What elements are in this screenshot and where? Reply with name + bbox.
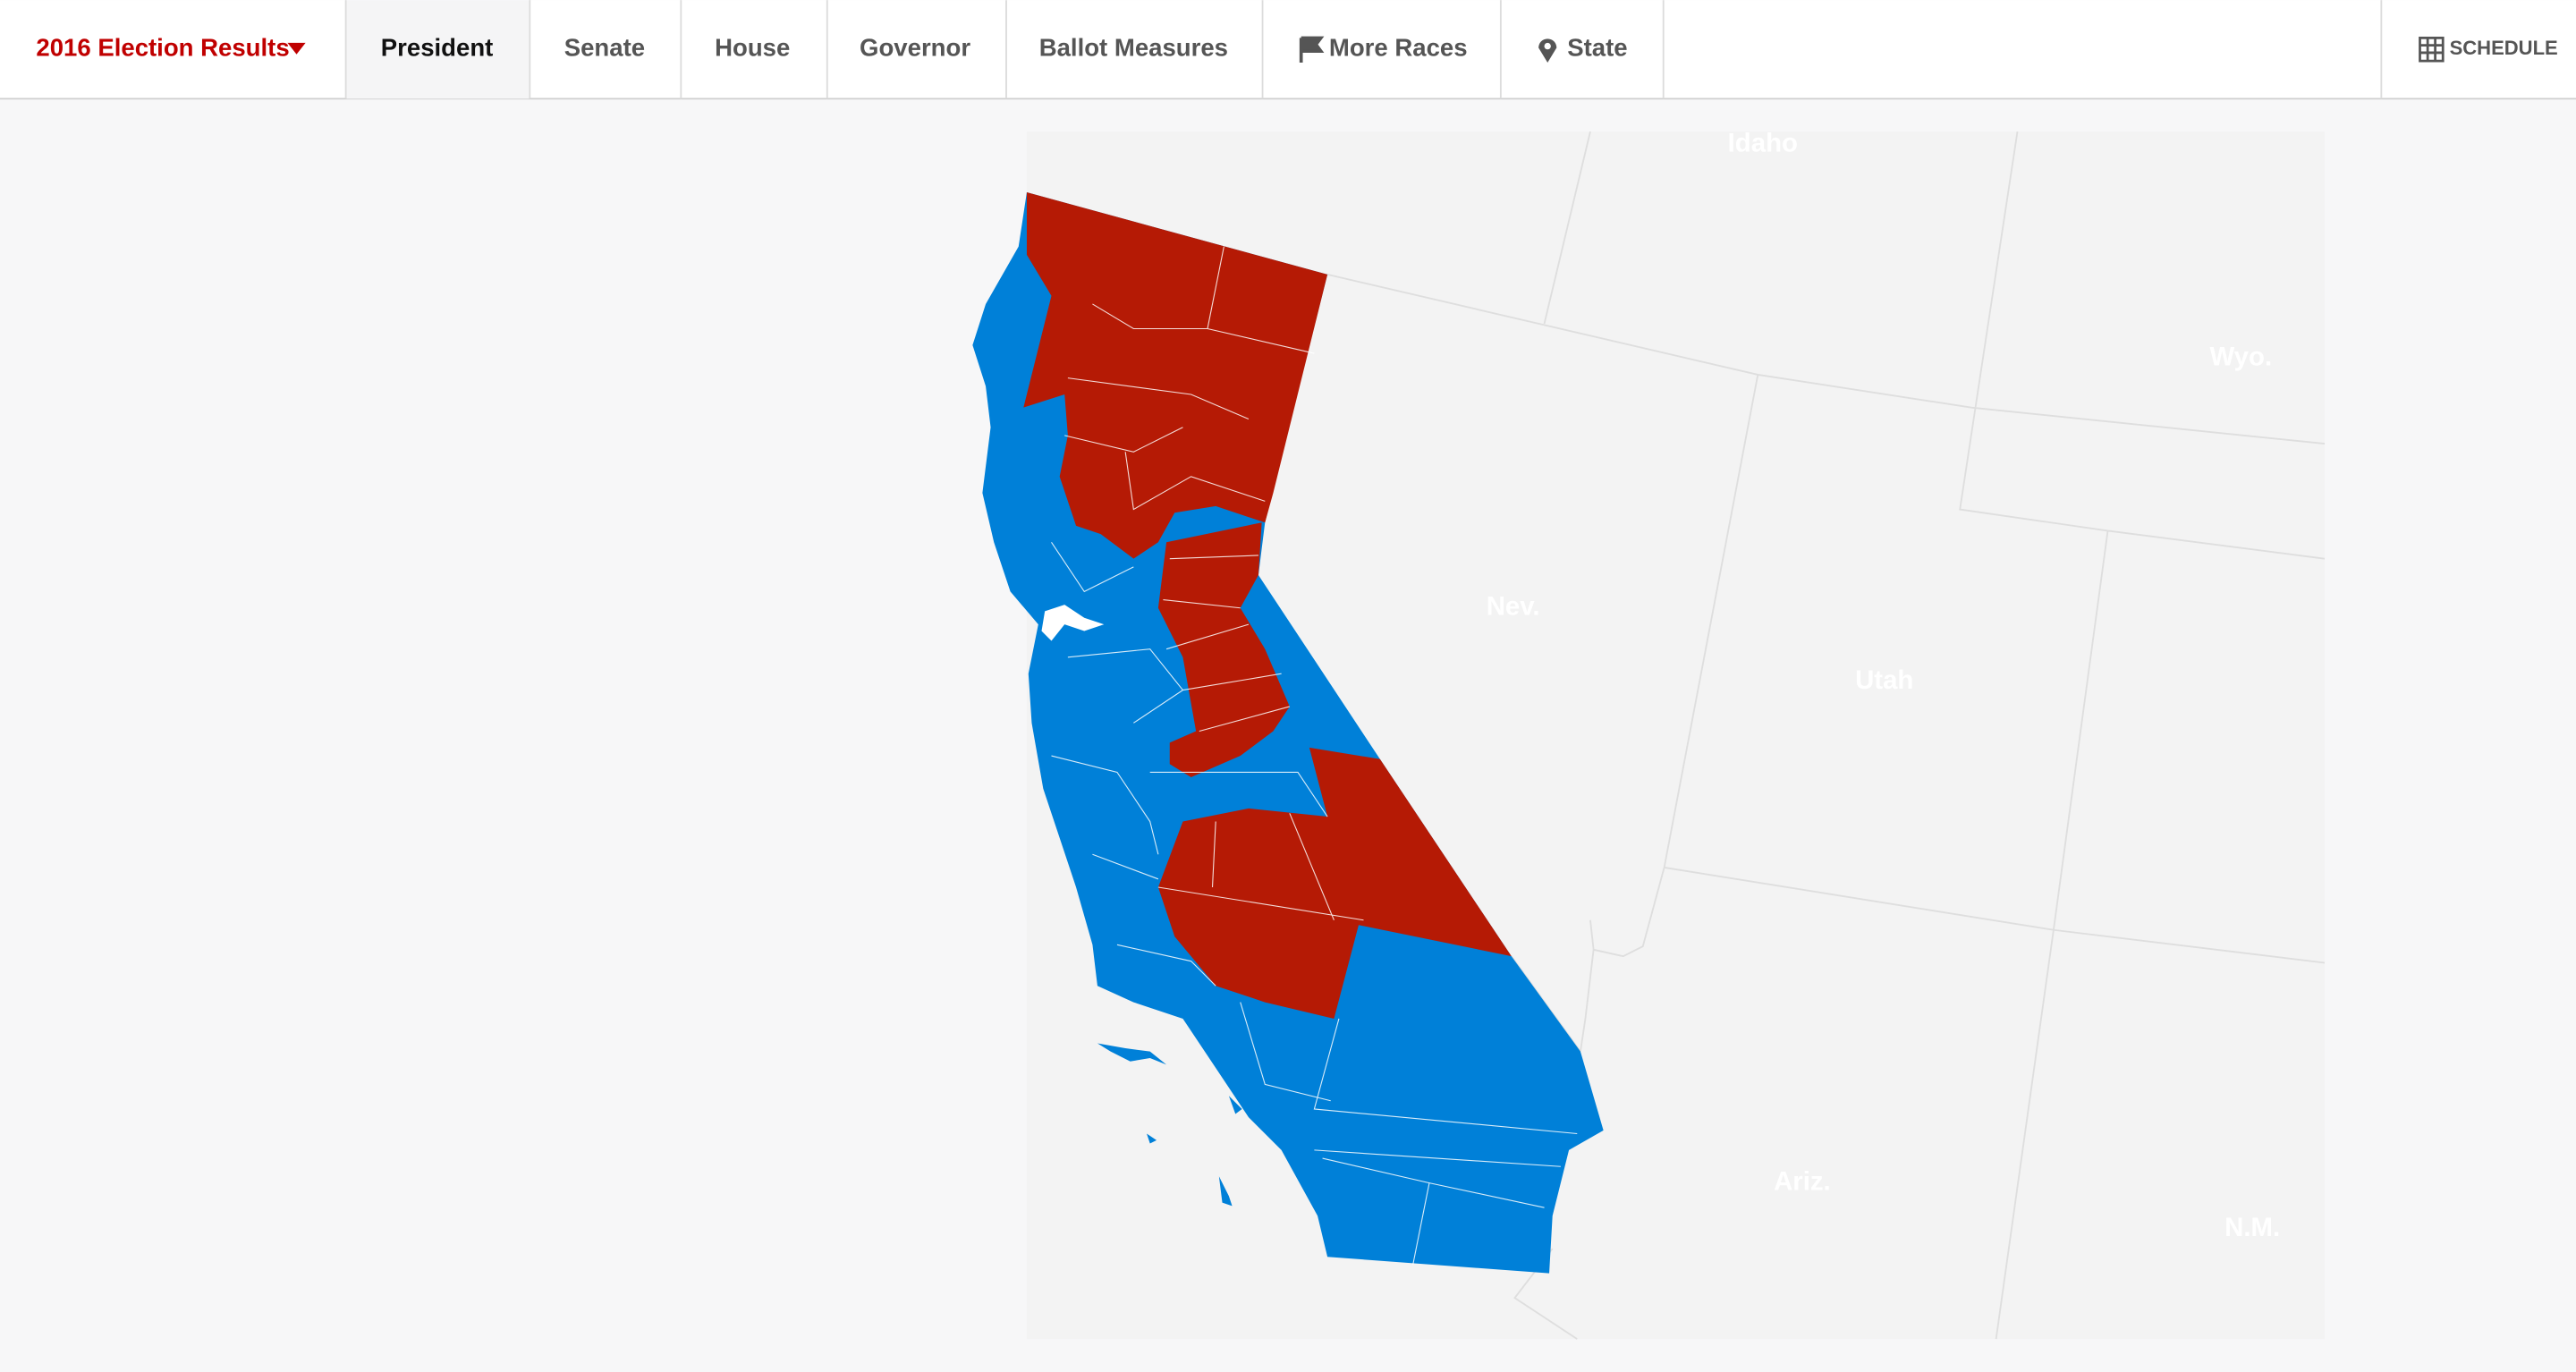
dropdown-caret[interactable] — [287, 42, 306, 55]
results-dropdown[interactable]: 2016 Election Results — [36, 34, 306, 62]
region-red — [1023, 192, 1328, 559]
tab[interactable]: President — [381, 34, 494, 62]
schedule-label[interactable]: SCHEDULE — [2450, 37, 2558, 59]
state-label: Idaho — [1728, 129, 1798, 158]
state-label: Wyo. — [2209, 342, 2272, 371]
state-label: Utah — [1855, 665, 1913, 695]
pin-icon — [1538, 38, 1557, 63]
flag-icon — [1299, 36, 1325, 63]
calendar-icon — [2419, 37, 2445, 63]
nav-bar: 2016 Election Results President Senate H… — [0, 0, 2576, 100]
california — [972, 192, 1604, 1274]
region-red — [1157, 522, 1290, 777]
tab[interactable]: Governor — [860, 34, 970, 62]
county-lines — [1051, 246, 1578, 1266]
tab[interactable]: House — [715, 34, 790, 62]
tab[interactable]: Senate — [564, 34, 645, 62]
results-title[interactable]: 2016 Election Results — [36, 34, 289, 62]
tab[interactable]: State — [1567, 34, 1627, 62]
schedule-button[interactable]: SCHEDULE — [2419, 37, 2558, 63]
state-label: Ariz. — [1774, 1166, 1831, 1196]
tab[interactable]: Ballot Measures — [1039, 34, 1228, 62]
pin-hole — [1544, 42, 1551, 50]
map: Idaho Wyo. Nev. Utah Ariz. N.M. — [972, 129, 2326, 1340]
active-tab-bg — [346, 0, 530, 99]
state-label: Nev. — [1487, 592, 1540, 622]
separators — [344, 0, 2383, 99]
tab[interactable]: More Races — [1329, 34, 1468, 62]
bay — [1041, 605, 1105, 641]
state-label: N.M. — [2224, 1213, 2280, 1242]
region-red — [1157, 747, 1512, 1019]
